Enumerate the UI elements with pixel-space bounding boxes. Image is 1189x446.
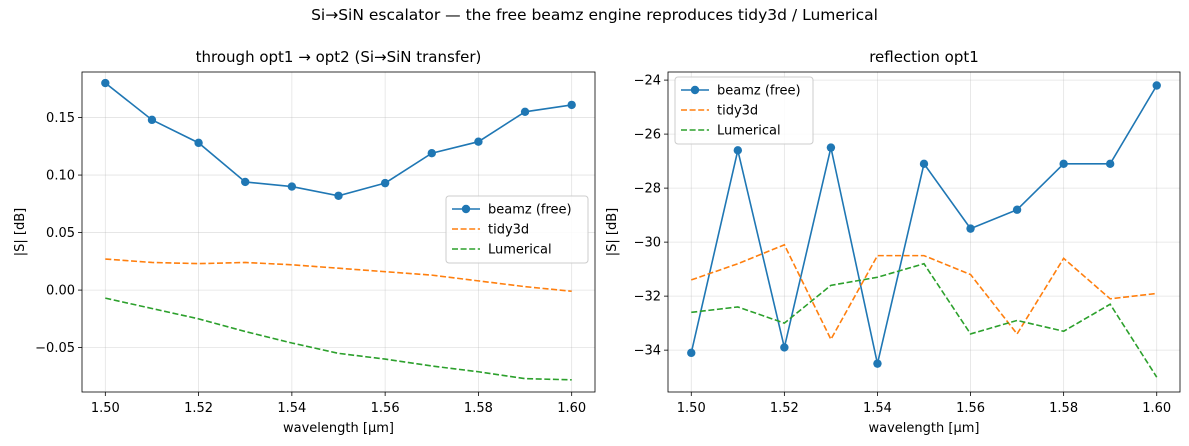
- legend-label: beamz (free): [488, 203, 572, 218]
- reflection-x-axis-label: wavelength [μm]: [869, 421, 980, 436]
- x-tick-label: 1.58: [1049, 401, 1078, 416]
- through-data-point: [334, 191, 343, 200]
- reflection-legend: beamz (free) tidy3d Lumerical: [674, 76, 814, 145]
- x-tick-label: 1.54: [277, 401, 306, 416]
- reflection-data-point: [1105, 159, 1115, 169]
- y-tick-label: −26: [634, 128, 661, 143]
- through-data-point: [380, 178, 390, 188]
- through-x-axis-label: wavelength [μm]: [283, 421, 394, 436]
- through-plot-area: 1.50 1.52 1.54 1.56 1.58 1.60 −0.05 0.00 0.05 0.1…: [13, 48, 596, 436]
- legend-label: beamz (free): [717, 84, 801, 99]
- x-tick-label: 1.58: [464, 401, 493, 416]
- legend-swatch-marker: [461, 204, 471, 214]
- through-title: through opt1 → opt2 (Si→SiN transfer): [196, 48, 482, 66]
- legend-swatch-marker: [690, 85, 700, 95]
- y-tick-label: 0.10: [46, 169, 75, 184]
- reflection-y-axis-label: |S| [dB]: [605, 208, 620, 256]
- x-tick-label: 1.50: [677, 401, 706, 416]
- through-series-line-2: [105, 297, 572, 381]
- reflection-data-point: [1012, 205, 1022, 214]
- reflection-data-point: [873, 359, 882, 368]
- figure-title: Si→SiN escalator — the free beamz engine…: [311, 6, 878, 24]
- y-tick-label: 0.05: [46, 226, 75, 241]
- through-data-point: [427, 149, 436, 158]
- y-tick-label: −32: [634, 290, 661, 305]
- reflection-data-point: [780, 343, 789, 352]
- reflection-data-point: [1152, 81, 1161, 90]
- y-tick-label: −24: [634, 74, 661, 89]
- reflection-plot-area: 1.50 1.52 1.54 1.56 1.58 1.60 −34 −32 −30 −28 −26 −…: [605, 48, 1181, 436]
- y-tick-label: −0.05: [35, 341, 75, 356]
- reflection-series-line-2: [691, 262, 1158, 378]
- through-data-point: [147, 115, 157, 125]
- reflection-title: reflection opt1: [869, 48, 979, 66]
- legend-box: [674, 76, 814, 145]
- reflection-data-point: [1059, 159, 1068, 169]
- reflection-data-point: [733, 146, 743, 155]
- reflection-data-point: [966, 224, 975, 233]
- through-data-point: [101, 78, 110, 88]
- legend-label: tidy3d: [717, 104, 758, 119]
- through-axes-frame: [81, 71, 596, 393]
- y-tick-label: 0.15: [46, 111, 75, 126]
- reflection-data-point: [687, 348, 696, 358]
- x-tick-label: 1.56: [371, 401, 400, 416]
- through-data-point: [241, 177, 250, 187]
- reflection-axes-frame: [667, 71, 1181, 393]
- through-series-line-1: [105, 258, 572, 293]
- x-tick-label: 1.52: [770, 401, 799, 416]
- through-data-point: [287, 182, 297, 191]
- x-tick-label: 1.52: [184, 401, 213, 416]
- reflection-data-point: [919, 159, 929, 169]
- x-tick-label: 1.50: [91, 401, 120, 416]
- x-tick-label: 1.60: [557, 401, 586, 416]
- legend-label: Lumerical: [717, 124, 781, 139]
- y-tick-label: −34: [634, 344, 661, 359]
- reflection-series-line-1: [691, 243, 1157, 342]
- through-data-point: [520, 107, 530, 116]
- y-tick-label: 0.00: [46, 284, 75, 299]
- legend-box: [445, 195, 589, 264]
- through-data-point: [567, 100, 576, 110]
- x-tick-label: 1.60: [1142, 401, 1171, 416]
- y-tick-label: −30: [634, 236, 661, 251]
- reflection-data-point: [826, 143, 836, 152]
- x-tick-label: 1.54: [863, 401, 892, 416]
- legend-label: tidy3d: [488, 223, 529, 238]
- through-y-axis-label: |S| [dB]: [13, 208, 28, 256]
- y-tick-label: −28: [634, 182, 661, 197]
- x-tick-label: 1.56: [956, 401, 985, 416]
- through-data-point: [474, 137, 483, 146]
- through-data-point: [194, 138, 203, 148]
- through-legend: beamz (free) tidy3d Lumerical: [445, 195, 589, 264]
- legend-label: Lumerical: [488, 243, 552, 258]
